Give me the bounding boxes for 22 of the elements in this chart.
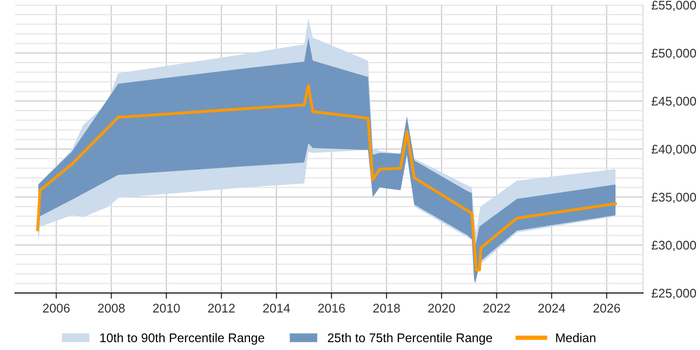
y-tick-label: £30,000 [652, 240, 696, 252]
y-tick-label: £25,000 [652, 288, 696, 300]
legend-label: 25th to 75th Percentile Range [328, 333, 492, 345]
x-tick-label: 2024 [538, 304, 566, 313]
y-tick-label: £50,000 [652, 48, 696, 60]
x-tick-label: 2020 [428, 304, 455, 313]
legend-label: 10th to 90th Percentile Range [100, 333, 264, 345]
x-tick-label: 2018 [373, 304, 400, 313]
x-tick-label: 2014 [263, 304, 290, 313]
x-tick-label: 2008 [98, 304, 125, 313]
legend-label: Median [556, 333, 596, 342]
y-tick-label: £45,000 [652, 96, 696, 108]
y-tick-label: £35,000 [652, 192, 696, 204]
x-tick-label: 2006 [43, 304, 70, 313]
x-tick-label: 2016 [318, 304, 345, 313]
line-series [36, 84, 617, 272]
x-tick-label: 2010 [153, 304, 180, 313]
x-tick-label: 2012 [208, 304, 235, 313]
y-tick-label: £55,000 [652, 0, 696, 12]
x-tick-label: 2026 [593, 304, 620, 313]
y-tick-label: £40,000 [652, 144, 696, 156]
x-tick-label: 2022 [483, 304, 510, 313]
